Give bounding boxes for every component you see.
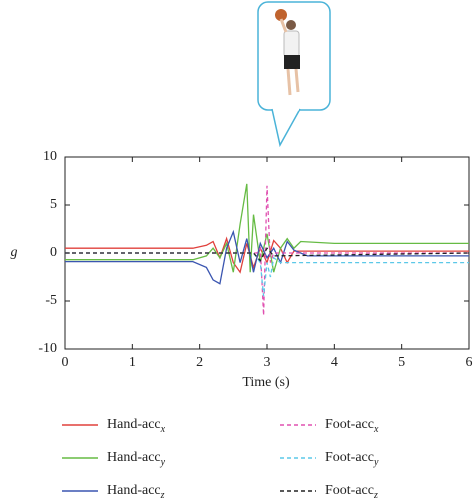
x-tick-label: 3 xyxy=(264,355,271,370)
x-tick-label: 6 xyxy=(466,355,473,370)
x-tick-label: 1 xyxy=(129,355,136,370)
legend-name: Foot-acc xyxy=(325,483,374,498)
x-tick-label: 4 xyxy=(331,355,338,370)
legend-subscript: x xyxy=(373,424,379,435)
legend-subscript: z xyxy=(160,490,165,501)
y-tick-label: -5 xyxy=(45,293,57,308)
legend-subscript: x xyxy=(160,424,166,435)
y-tick-label: 10 xyxy=(43,149,57,164)
series-line xyxy=(65,229,469,285)
y-axis-label: g xyxy=(11,245,18,260)
legend-label: Hand-accz xyxy=(107,483,165,501)
series-line xyxy=(65,247,470,262)
callout xyxy=(257,1,331,148)
legend-label: Foot-accy xyxy=(325,450,379,468)
legend-name: Hand-acc xyxy=(107,417,161,432)
legend-label: Hand-accy xyxy=(107,450,166,468)
x-tick-label: 5 xyxy=(398,355,405,370)
legend-subscript: y xyxy=(373,457,379,468)
legend-name: Hand-acc xyxy=(107,450,161,465)
legend-subscript: y xyxy=(160,457,166,468)
x-tick-label: 2 xyxy=(196,355,203,370)
series-line xyxy=(65,183,469,273)
x-axis-label: Time (s) xyxy=(242,375,290,390)
y-tick-label: 5 xyxy=(50,197,57,212)
legend-name: Foot-acc xyxy=(325,417,374,432)
x-tick-label: 0 xyxy=(62,355,69,370)
y-tick-label: 0 xyxy=(50,245,57,260)
legend-label: Hand-accx xyxy=(107,417,166,435)
legend-label: Foot-accz xyxy=(325,483,378,501)
series-line xyxy=(65,252,469,297)
legend-name: Foot-acc xyxy=(325,450,374,465)
y-tick-label: -10 xyxy=(38,341,57,356)
legend-label: Foot-accx xyxy=(325,417,379,435)
legend-name: Hand-acc xyxy=(107,483,161,498)
legend-subscript: z xyxy=(373,490,378,501)
